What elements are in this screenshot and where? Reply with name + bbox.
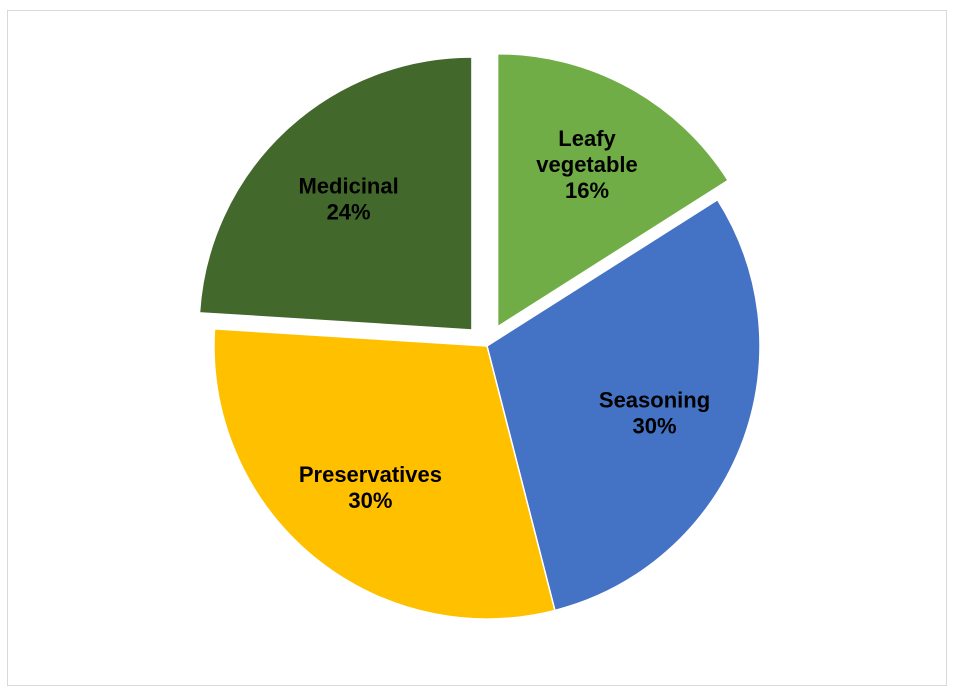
pie-slices (198, 52, 761, 620)
pie-slice-preservatives (213, 328, 556, 620)
pie-slice-medicinal (198, 56, 473, 331)
data-label-seasoning: Seasoning 30% (599, 387, 710, 438)
data-label-medicinal: Medicinal 24% (298, 174, 398, 225)
pie-labels: Leafy vegetable 16% Seasoning 30% Preservativ… (298, 126, 710, 513)
pie-slice-seasoning (486, 198, 761, 612)
pie-slice-leafy-vegetable (496, 52, 730, 329)
data-label-leafy-vegetable: Leafy vegetable 16% (536, 126, 638, 203)
data-label-preservatives: Preservatives 30% (299, 462, 442, 513)
